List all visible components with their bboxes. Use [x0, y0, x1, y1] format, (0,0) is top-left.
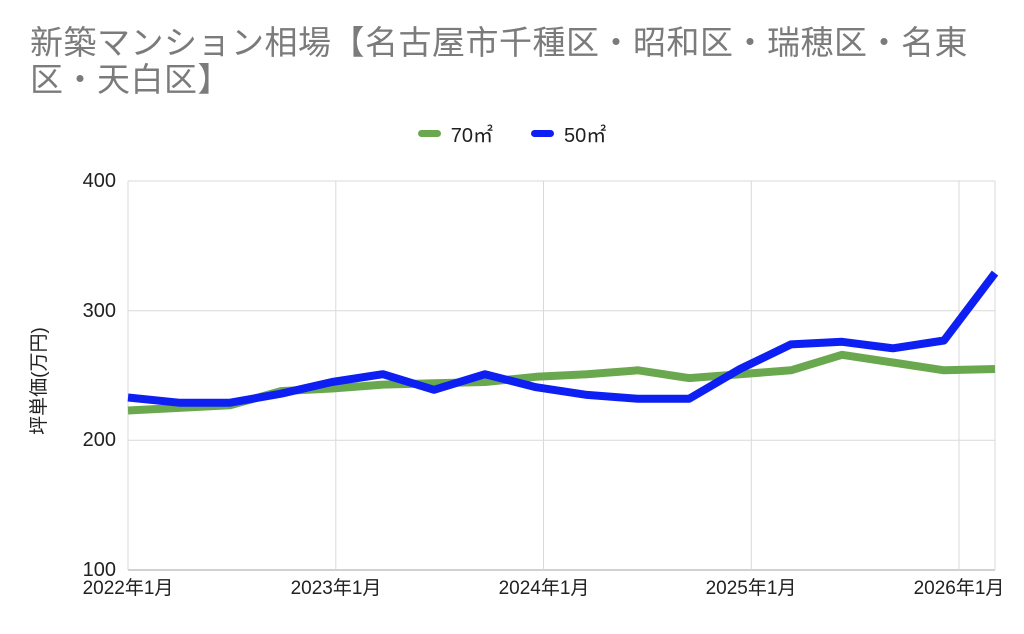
- chart-title: 新築マンション相場【名古屋市千種区・昭和区・瑞穂区・名東 区・天白区】: [30, 24, 1014, 98]
- legend-item-70sqm: 70㎡: [417, 119, 493, 148]
- legend-swatch-70sqm-icon: [417, 129, 441, 137]
- line-series-50sqm[interactable]: [127, 270, 999, 407]
- legend-item-50sqm: 50㎡: [531, 119, 606, 148]
- legend-label-50sqm: 50㎡: [564, 124, 607, 147]
- chart-title-line1: 新築マンション相場【名古屋市千種区・昭和区・瑞穂区・名東: [30, 24, 968, 61]
- y-tick-200: 200: [82, 429, 116, 451]
- legend: 70㎡ 50㎡: [0, 119, 1024, 147]
- x-tick-2026: 2026年1月: [913, 578, 1005, 599]
- x-tick-2022: 2022年1月: [82, 578, 174, 599]
- y-tick-400: 400: [82, 170, 116, 192]
- y-tick-300: 300: [82, 300, 116, 322]
- x-tick-2025: 2025年1月: [705, 578, 797, 599]
- line-series-70sqm[interactable]: [127, 350, 996, 415]
- x-tick-2024: 2024年1月: [498, 578, 590, 599]
- legend-swatch-50sqm-icon: [531, 129, 554, 137]
- x-tick-2023: 2023年1月: [290, 578, 382, 599]
- y-tick-100: 100: [82, 559, 116, 581]
- legend-label-70sqm: 70㎡: [450, 124, 493, 147]
- chart-title-line2: 区・天白区】: [30, 61, 231, 98]
